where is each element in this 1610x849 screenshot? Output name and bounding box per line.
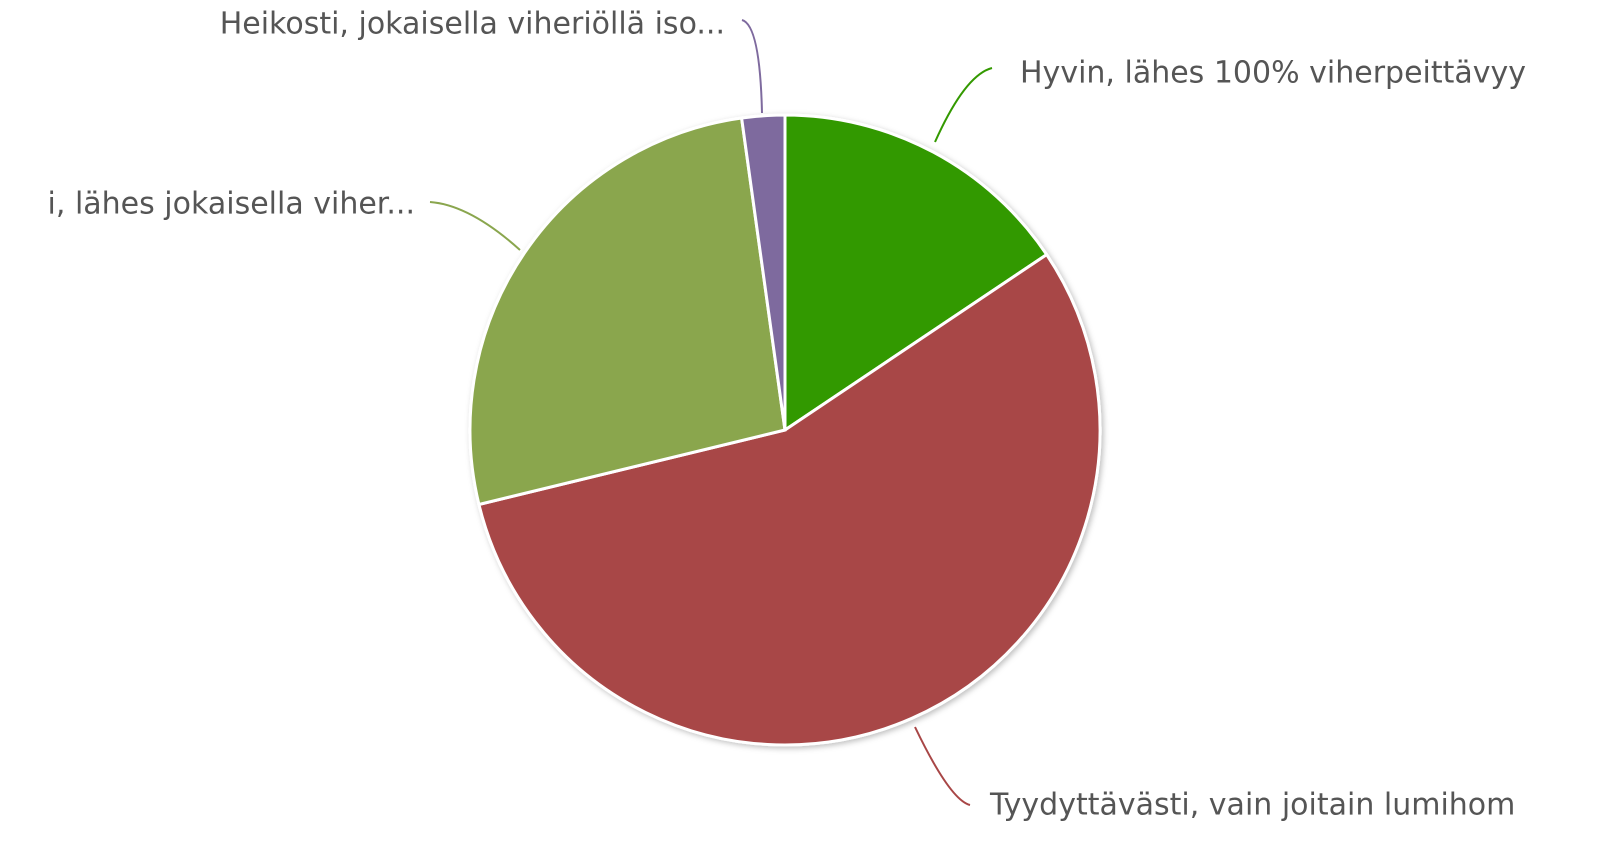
pie <box>468 113 1102 747</box>
leader-line <box>429 201 521 251</box>
leader-line <box>934 67 993 143</box>
pie-slice <box>477 252 1102 747</box>
slice-label: i, lähes jokaisella viher... <box>48 187 415 222</box>
pie-slice <box>739 113 787 431</box>
pie-slice <box>468 116 787 507</box>
slice-label: Hyvin, lähes 100% viherpeittävyy <box>1020 56 1526 91</box>
leader-line <box>914 726 971 806</box>
pie-slice <box>783 113 1049 433</box>
slice-label: Tyydyttävästi, vain joitain lumihom <box>989 788 1515 823</box>
leader-line <box>741 19 763 114</box>
slice-label: Heikosti, jokaisella viheriöllä iso... <box>220 7 725 42</box>
